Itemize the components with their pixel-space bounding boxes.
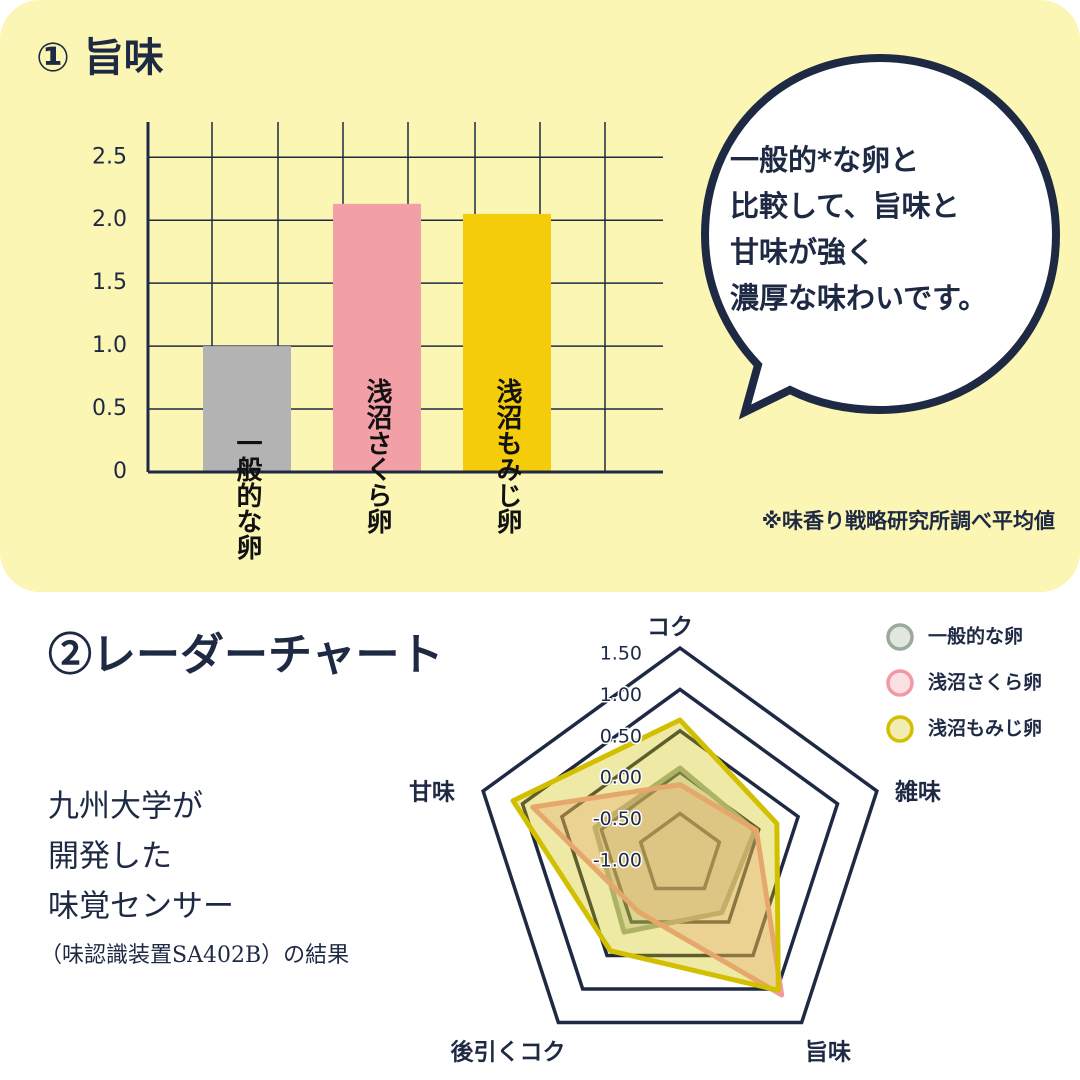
r-tick-label: 1.00: [600, 684, 642, 706]
axis-label: 後引くコク: [451, 1039, 566, 1066]
description-note: （味認識装置SA402B）の結果: [40, 943, 349, 968]
description-line: 九州大学が: [48, 789, 203, 825]
r-tick-label: 0.50: [600, 725, 642, 747]
description: 九州大学が 開発した 味覚センサー （味認識装置SA402B）の結果: [40, 789, 349, 969]
x-tick-label: 一般的な卵: [232, 430, 262, 561]
bubble-line: 一般的*な卵と: [730, 143, 919, 177]
y-tick-label: 0.5: [92, 396, 127, 421]
radar-ring: [481, 645, 879, 1025]
r-tick-label: 1.50: [600, 643, 642, 665]
x-tick-label: 浅沼もみじ卵: [492, 378, 522, 535]
axis-label: 甘味: [409, 780, 455, 806]
axis-label: 雑味: [894, 779, 941, 806]
axis-label: 旨味: [805, 1040, 851, 1066]
legend-marker: [886, 715, 914, 743]
chart-title: ②レーダーチャート: [48, 630, 444, 681]
description-line: 開発した: [48, 839, 172, 875]
radar-area: [510, 717, 781, 993]
bubble-line: 濃厚な味わいです。: [730, 281, 987, 315]
legend-marker: [886, 623, 914, 651]
bar: [333, 203, 421, 472]
bubble-line: 比較して、旨味と: [730, 189, 960, 223]
legend-label: 一般的な卵: [928, 625, 1023, 648]
speech-bubble: [700, 53, 1061, 420]
bar: [463, 213, 551, 472]
y-tick-label: 0: [113, 459, 127, 484]
legend-marker: [886, 669, 914, 697]
radar-ring: [559, 728, 801, 958]
legend-label: 浅沼もみじ卵: [928, 717, 1042, 740]
bubble-line: 甘味が強く: [730, 235, 875, 269]
bar: [203, 346, 291, 472]
legend-label: 浅沼さくら卵: [928, 671, 1042, 694]
y-tick-label: 1.5: [92, 270, 127, 295]
y-tick-label: 2.0: [92, 207, 127, 232]
radar-area: [530, 782, 785, 998]
chart-title: ① 旨味: [36, 35, 164, 81]
source-note: ※味香り戦略研究所調べ平均値: [762, 509, 1055, 533]
radar-ring: [638, 811, 722, 891]
r-tick-label: 0.00: [600, 767, 642, 789]
y-tick-label: 1.0: [92, 333, 127, 358]
description-line: 味覚センサー: [48, 889, 234, 925]
r-tick-label: -0.50: [593, 808, 642, 830]
bubble-text: 一般的*な卵と 比較して、旨味と 甘味が強く 濃厚な味わいです。: [730, 143, 987, 315]
x-tick-label: 浅沼さくら卵: [362, 378, 392, 535]
axis-label: コク: [647, 615, 693, 641]
y-tick-label: 2.5: [92, 144, 127, 169]
r-tick-label: -1.00: [593, 850, 642, 872]
